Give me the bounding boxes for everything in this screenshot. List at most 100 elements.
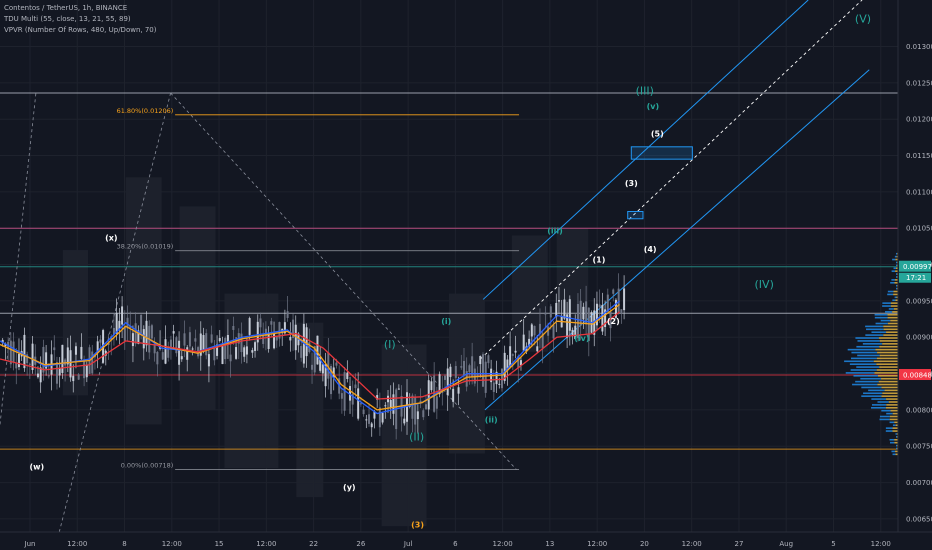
wave-label: (III) [636, 84, 654, 97]
volume-profile-bar [871, 406, 886, 409]
volume-profile-bar [896, 444, 898, 447]
candle-body [362, 409, 365, 415]
candle-body [169, 339, 172, 350]
candle-body [199, 333, 202, 356]
candle-body [530, 324, 533, 337]
time-tick-label: 12:00 [587, 540, 607, 548]
candle-body [571, 329, 574, 337]
volume-profile-bar [892, 424, 896, 427]
volume-profile-bar [892, 311, 898, 313]
candle-body [229, 354, 232, 362]
volume-profile-bar [875, 322, 888, 325]
volume-profile-bar [893, 308, 898, 310]
time-tick-label: 15 [215, 540, 224, 548]
target-box [627, 210, 644, 220]
volume-profile-bar [865, 325, 884, 328]
time-tick-label: 5 [831, 540, 835, 548]
time-tick-label: 27 [734, 540, 743, 548]
volume-profile-bar [886, 404, 898, 406]
candle-body [389, 399, 392, 408]
wave-label: (iii) [547, 226, 563, 235]
volume-profile-bar [865, 334, 884, 336]
candle-body [487, 355, 490, 364]
candle-body [476, 374, 479, 378]
volume-profile-bar [896, 276, 898, 278]
volume-profile-bar [874, 372, 898, 374]
candle-body [623, 288, 626, 311]
volume-profile-bar [896, 296, 898, 299]
volume-profile-bar [879, 366, 898, 368]
candle-body [150, 325, 153, 339]
candle-body [468, 365, 471, 373]
moving-average-line [0, 300, 621, 415]
volume-profile-bar [873, 360, 898, 363]
candle-body [12, 341, 15, 363]
volume-profile-bar [881, 395, 898, 397]
volume-profile-bar [894, 281, 898, 284]
candle-body [292, 319, 295, 339]
volume-profile-bar [894, 441, 898, 444]
indicator-tdu-multi[interactable]: TDU Multi (55, close, 13, 21, 55, 89) [4, 15, 131, 23]
volume-profile-bar [888, 308, 894, 310]
volume-profile-bar [887, 290, 894, 293]
time-tick-label: Jul [403, 540, 413, 548]
candle-body [557, 300, 560, 302]
volume-profile-bar [893, 293, 898, 296]
time-tick-label: 8 [122, 540, 126, 548]
candle-body [264, 328, 267, 337]
volume-profile-bar [855, 380, 879, 383]
candle-body [509, 346, 512, 367]
candle-body [235, 347, 238, 359]
candle-body [15, 363, 18, 369]
candle-body [378, 407, 381, 428]
candle-body [216, 344, 219, 356]
candle-body [343, 372, 346, 411]
time-tick-label: 26 [356, 540, 365, 548]
candle-body [248, 318, 251, 335]
candle-body [349, 386, 352, 401]
candle-body [484, 361, 487, 393]
volume-profile-bar [879, 415, 890, 418]
wave-label: (v) [647, 102, 660, 111]
candle-body [36, 373, 39, 378]
candle-body [346, 372, 349, 380]
volume-profile-bar [845, 372, 875, 374]
candle-body [23, 334, 26, 369]
candle-body [213, 347, 216, 361]
candle-body [620, 309, 623, 313]
candle-body [465, 371, 468, 387]
volume-profile-bar [875, 348, 898, 351]
candle-body [115, 312, 118, 334]
candle-body [126, 317, 129, 329]
volume-profile-bar [894, 255, 897, 258]
candle-body [381, 412, 384, 423]
volume-profile-bar [890, 409, 898, 412]
candle-body [471, 356, 474, 378]
volume-profile-bar [863, 392, 883, 395]
time-tick-label: 13 [545, 540, 554, 548]
candle-body [311, 364, 314, 370]
candle-body [327, 352, 330, 379]
indicator-vpvr[interactable]: VPVR (Number Of Rows, 480, Up/Down, 70) [4, 26, 157, 34]
candle-body [286, 311, 289, 319]
candle-body [384, 405, 387, 407]
volume-profile-bar [895, 258, 898, 261]
symbol-title[interactable]: Contentos / TetherUS, 1h, BINANCE [4, 4, 128, 12]
candle-body [514, 350, 517, 353]
candle-body [481, 354, 484, 387]
volume-profile-bar [853, 375, 878, 377]
time-tick-label: 22 [309, 540, 318, 548]
candle-body [414, 397, 417, 425]
candle-body [210, 334, 213, 343]
candle-body [335, 362, 338, 366]
candle-body [324, 364, 327, 387]
volume-profile-bar [884, 389, 898, 392]
volume-profile-bar [866, 328, 884, 331]
wave-label: (i) [441, 317, 451, 326]
candle-body [351, 393, 354, 405]
candle-body [492, 382, 495, 393]
candle-body [99, 339, 102, 343]
